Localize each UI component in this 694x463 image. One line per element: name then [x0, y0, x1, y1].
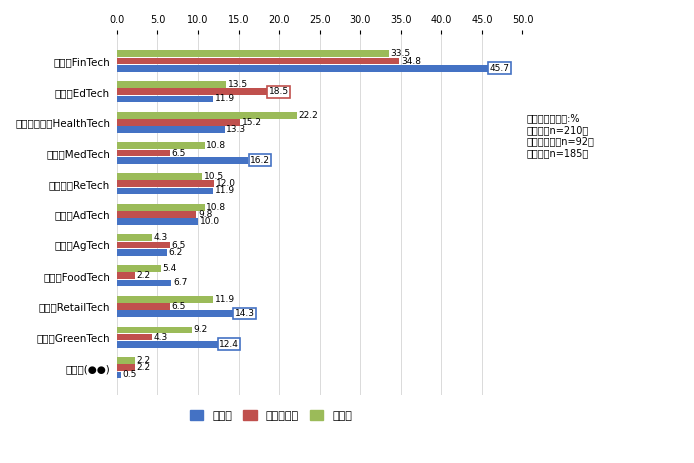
Text: 10.0: 10.0 [200, 217, 220, 226]
Bar [117, 341, 217, 348]
Bar [117, 218, 198, 225]
Bar [117, 157, 248, 163]
Bar [117, 334, 152, 340]
Text: 9.8: 9.8 [198, 210, 212, 219]
Text: 15.2: 15.2 [242, 118, 262, 127]
Text: 6.5: 6.5 [171, 241, 186, 250]
Bar [117, 280, 171, 286]
Bar [117, 296, 214, 303]
Text: 6.7: 6.7 [173, 278, 187, 288]
Text: 複数回答、単位:%
大企業（n=210）
ベンチャー（n=92）
その他（n=185）: 複数回答、単位:% 大企業（n=210） ベンチャー（n=92） その他（n=1… [527, 113, 594, 158]
Bar [117, 126, 225, 133]
Bar [117, 364, 135, 371]
Text: 33.5: 33.5 [390, 49, 410, 58]
Text: 10.8: 10.8 [206, 141, 226, 150]
Text: 14.3: 14.3 [235, 309, 255, 318]
Text: 11.9: 11.9 [215, 94, 235, 103]
Bar [117, 326, 192, 333]
Text: 2.2: 2.2 [137, 356, 151, 365]
Bar [117, 265, 161, 272]
Bar [117, 119, 240, 126]
Bar [117, 57, 399, 64]
Text: 6.5: 6.5 [171, 149, 186, 157]
Bar [117, 181, 214, 187]
Bar [117, 173, 202, 180]
Text: 0.5: 0.5 [123, 370, 137, 380]
Text: 11.9: 11.9 [215, 187, 235, 195]
Bar [117, 204, 205, 211]
Text: 4.3: 4.3 [153, 332, 168, 342]
Text: 34.8: 34.8 [401, 56, 421, 65]
Text: 2.2: 2.2 [137, 363, 151, 372]
Bar [117, 303, 169, 310]
Text: 9.2: 9.2 [193, 325, 208, 334]
Bar [117, 88, 267, 95]
Text: 4.3: 4.3 [153, 233, 168, 242]
Bar [117, 143, 205, 149]
Text: 2.2: 2.2 [137, 271, 151, 280]
Text: 10.5: 10.5 [204, 172, 224, 181]
Text: 10.8: 10.8 [206, 203, 226, 212]
Bar [117, 188, 214, 194]
Bar [117, 357, 135, 364]
Text: 18.5: 18.5 [269, 87, 289, 96]
Text: 6.5: 6.5 [171, 302, 186, 311]
Text: 13.3: 13.3 [226, 125, 246, 134]
Bar [117, 150, 169, 156]
Text: 22.2: 22.2 [298, 111, 319, 119]
Bar [117, 272, 135, 279]
Text: 45.7: 45.7 [489, 64, 509, 73]
Text: 11.9: 11.9 [215, 295, 235, 304]
Text: 5.4: 5.4 [162, 264, 176, 273]
Text: 12.0: 12.0 [216, 179, 236, 188]
Text: 16.2: 16.2 [250, 156, 270, 165]
Bar [117, 249, 167, 256]
Bar [117, 65, 488, 72]
Bar [117, 50, 389, 57]
Bar [117, 81, 226, 88]
Bar [117, 211, 196, 218]
Bar [117, 112, 297, 119]
Bar [117, 95, 214, 102]
Text: 13.5: 13.5 [228, 80, 248, 89]
Bar [117, 372, 121, 378]
Bar [117, 310, 233, 317]
Text: 6.2: 6.2 [169, 248, 183, 257]
Text: 12.4: 12.4 [219, 340, 239, 349]
Legend: 大企業, ベンチャー, その他: 大企業, ベンチャー, その他 [186, 406, 357, 425]
Bar [117, 234, 152, 241]
Bar [117, 242, 169, 249]
